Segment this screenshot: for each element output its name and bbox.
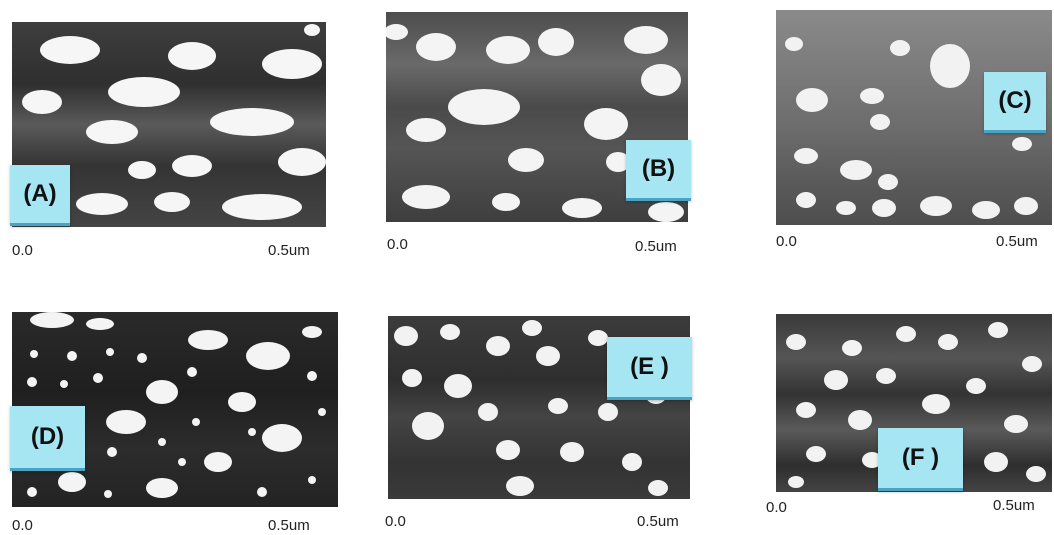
scale-max-f: 0.5um (993, 497, 1035, 514)
panel-label-b: (B) (626, 140, 691, 201)
scale-min-f: 0.0 (766, 499, 787, 516)
afm-image-f (776, 314, 1052, 492)
particles-c (785, 37, 1038, 219)
particles-d (27, 312, 326, 498)
panel-label-a: (A) (10, 165, 70, 226)
particles-e (394, 320, 668, 496)
panel-label-f: (F ) (878, 428, 963, 491)
panel-label-d: (D) (10, 406, 85, 471)
scale-max-c: 0.5um (996, 233, 1038, 250)
particles-a (22, 24, 326, 220)
panel-label-e: (E ) (607, 337, 692, 400)
panel-label-c: (C) (984, 72, 1046, 133)
particles-f (786, 322, 1046, 488)
scale-max-e: 0.5um (637, 513, 679, 530)
scale-min-e: 0.0 (385, 513, 406, 530)
scale-min-c: 0.0 (776, 233, 797, 250)
particles-b (386, 24, 684, 222)
afm-image-a (12, 22, 326, 227)
scale-max-d: 0.5um (268, 517, 310, 534)
scale-max-b: 0.5um (635, 238, 677, 255)
scale-max-a: 0.5um (268, 242, 310, 259)
scale-min-d: 0.0 (12, 517, 33, 534)
scale-min-b: 0.0 (387, 236, 408, 253)
scale-min-a: 0.0 (12, 242, 33, 259)
